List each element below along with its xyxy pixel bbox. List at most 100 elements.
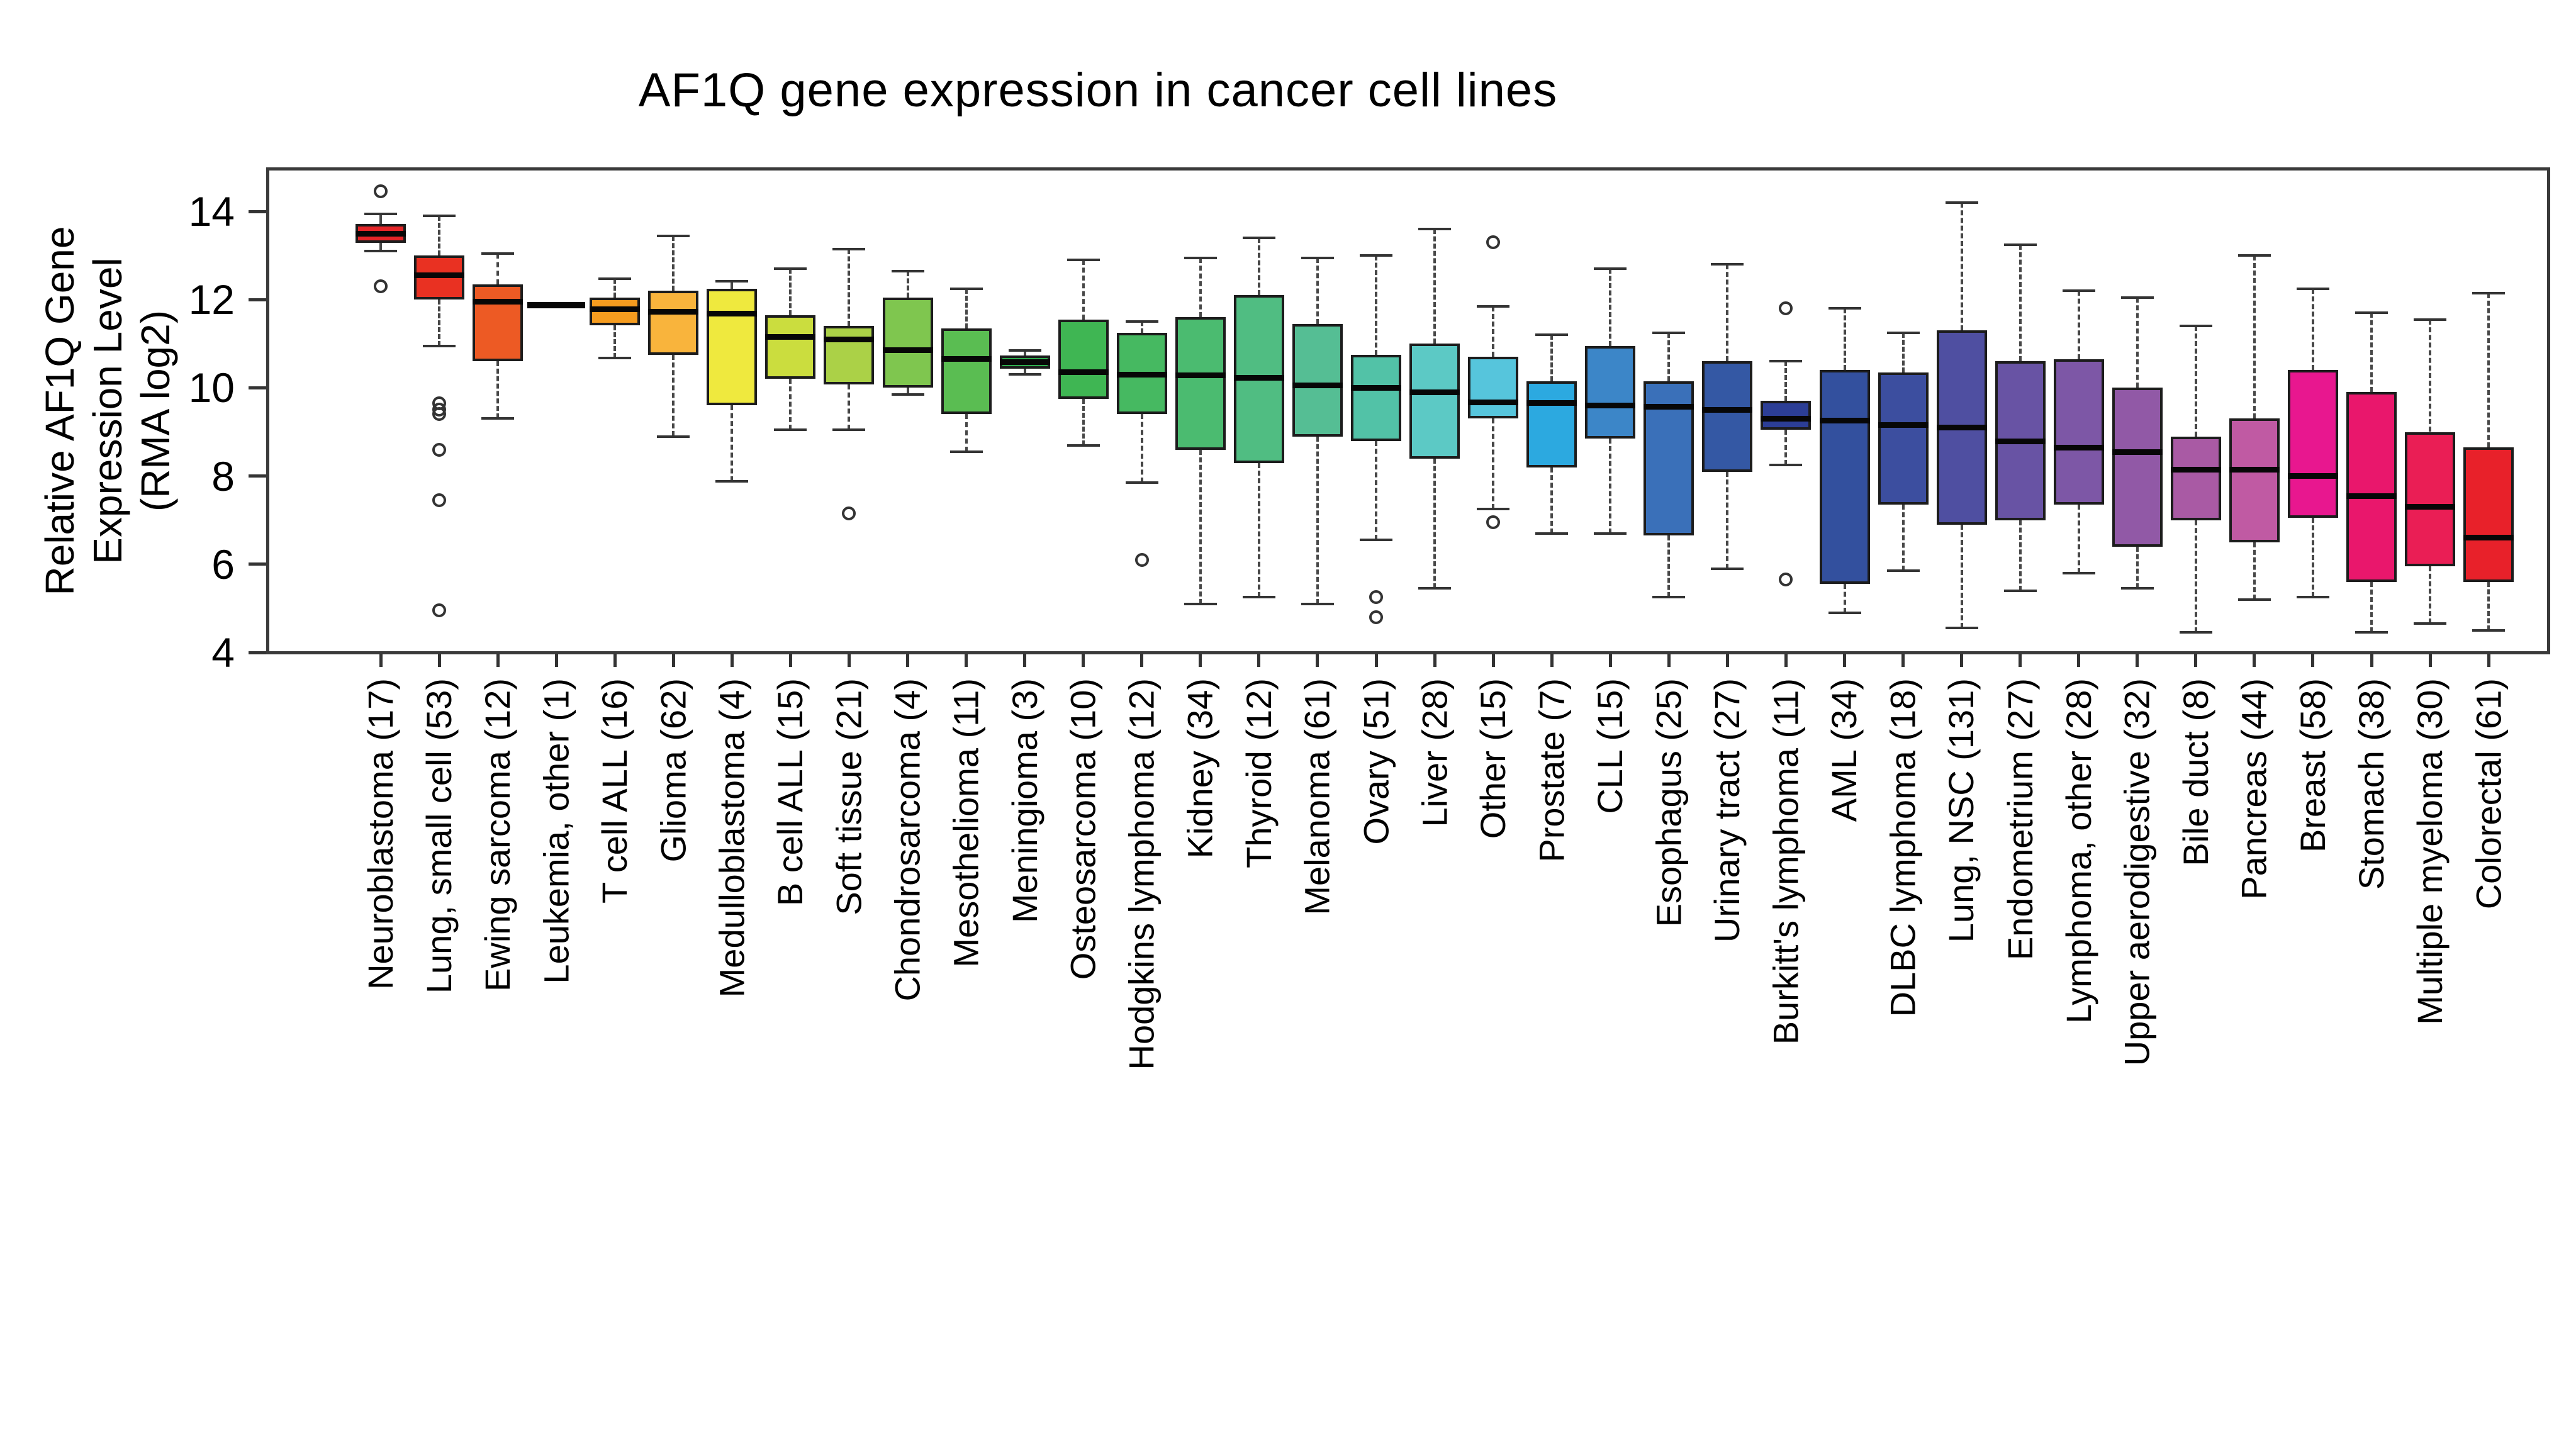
box-rect [2112,388,2163,547]
whisker-cap-high [2179,325,2212,328]
x-tick [1901,654,1905,667]
whisker-lower [1667,535,1671,598]
whisker-cap-low [1769,464,1803,467]
x-tick [1374,654,1378,667]
outlier-point [1486,515,1501,530]
whisker-cap-high [423,215,456,217]
whisker-cap-low [2179,631,2212,634]
whisker-upper [2077,291,2080,359]
whisker-cap-high [1008,349,1041,352]
x-tick [2077,654,2081,667]
whisker-upper [1433,229,1436,344]
y-tick [249,210,266,213]
whisker-upper [848,249,851,327]
whisker-cap-high [1418,228,1452,231]
median-line [1175,372,1226,379]
median-line [1409,389,1460,395]
median-line [1351,384,1402,391]
whisker-lower [1609,439,1612,534]
whisker-cap-high [2472,291,2506,294]
x-label: Kidney (34) [1180,678,1220,859]
x-label: Colorectal (61) [2468,678,2509,910]
median-line [1761,415,1812,422]
x-label: Mesothelioma (11) [946,678,986,968]
whisker-cap-high [949,287,983,290]
box-rect [1878,372,1929,505]
x-label: Melanoma (61) [1297,678,1337,915]
x-label: CLL (15) [1590,678,1630,814]
whisker-lower [1433,458,1436,589]
whisker-cap-low [1535,532,1569,535]
box-rect [707,288,758,406]
whisker-upper [672,235,675,291]
x-tick [906,654,910,667]
whisker-cap-low [2237,598,2271,601]
x-tick [1199,654,1202,667]
whisker-cap-high [2296,287,2329,290]
x-tick [1667,654,1671,667]
box-rect [1468,357,1519,419]
x-tick [1257,654,1261,667]
x-tick [1843,654,1846,667]
whisker-lower [789,379,792,430]
whisker-cap-high [1184,256,1217,259]
x-tick [1140,654,1144,667]
x-tick [2253,654,2256,667]
median-line [414,272,465,279]
whisker-cap-low [481,417,515,420]
whisker-lower [731,405,734,481]
median-line [1292,383,1343,389]
median-line [527,302,586,309]
x-tick [554,654,558,667]
whisker-upper [613,278,617,298]
median-line [1058,369,1109,376]
whisker-cap-low [715,480,749,483]
median-line [999,359,1050,366]
whisker-cap-low [1652,596,1686,599]
box-rect [2463,447,2514,582]
whisker-cap-low [2296,596,2329,599]
box-rect [648,291,699,355]
outlier-point [1486,235,1501,250]
y-tick-label: 6 [211,540,235,588]
whisker-cap-low [2062,571,2095,574]
median-line [765,334,816,340]
whisker-upper [1140,322,1143,333]
whisker-upper [2311,288,2314,371]
x-tick [2019,654,2022,667]
whisker-cap-low [774,428,807,431]
x-tick [2370,654,2373,667]
box-rect [1409,344,1460,459]
whisker-upper [2194,326,2197,437]
y-tick-label: 14 [188,188,235,235]
whisker-cap-low [657,435,690,438]
outlier-point [1369,590,1384,605]
whisker-cap-high [2120,296,2154,299]
whisker-lower [2019,520,2022,591]
median-line [1468,400,1519,406]
box-rect [2053,359,2104,505]
median-line [1233,375,1284,381]
whisker-cap-low [2472,629,2506,632]
median-line [2287,473,2338,479]
whisker-upper [496,253,500,284]
whisker-upper [731,281,734,289]
whisker-lower [1901,505,1905,571]
x-tick [1023,654,1027,667]
whisker-upper [1550,335,1554,381]
whisker-lower [1316,436,1319,604]
whisker-lower [1960,524,1963,629]
x-label: Lung, NSC (131) [1941,678,1981,943]
whisker-lower [1726,471,1729,569]
whisker-cap-low [1886,569,1920,573]
whisker-cap-high [1711,263,1744,266]
outlier-point [432,493,447,508]
median-line [941,356,992,362]
x-tick [1550,654,1554,667]
x-tick [613,654,617,667]
whisker-lower [848,384,851,430]
whisker-cap-low [1711,567,1744,570]
whisker-cap-low [1828,611,1861,614]
whisker-cap-high [1594,267,1627,271]
x-label: Breast (58) [2292,678,2332,853]
